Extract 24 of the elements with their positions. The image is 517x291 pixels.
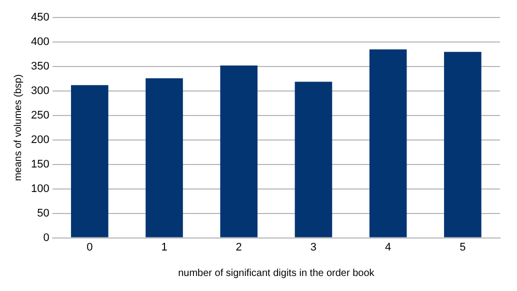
- bar: [294, 82, 332, 238]
- y-tick-label: 400: [30, 36, 50, 48]
- x-axis-title: number of significant digits in the order book: [178, 268, 376, 279]
- x-tick-label: 0: [86, 241, 93, 254]
- bar: [369, 49, 407, 238]
- x-tick-label: 3: [310, 241, 317, 254]
- y-tick-label: 50: [37, 207, 50, 220]
- y-axis-title: means of volumes (bsp): [12, 74, 24, 182]
- y-tick-label: 450: [30, 12, 50, 24]
- y-tick-label: 150: [30, 158, 50, 170]
- x-tick-label: 5: [460, 241, 466, 254]
- y-tick-label: 0: [43, 232, 50, 244]
- bar: [71, 85, 108, 238]
- y-tick-label: 100: [30, 182, 50, 195]
- bar: [146, 78, 183, 238]
- y-tick-label: 200: [30, 134, 50, 146]
- y-tick-label: 250: [30, 110, 50, 122]
- bar: [444, 52, 482, 238]
- y-tick-label: 300: [30, 85, 50, 98]
- x-tick-label: 2: [236, 241, 242, 254]
- y-tick-label: 350: [30, 60, 50, 73]
- bar: [220, 66, 258, 238]
- x-tick-label: 1: [161, 241, 168, 254]
- x-tick-label: 4: [385, 241, 392, 254]
